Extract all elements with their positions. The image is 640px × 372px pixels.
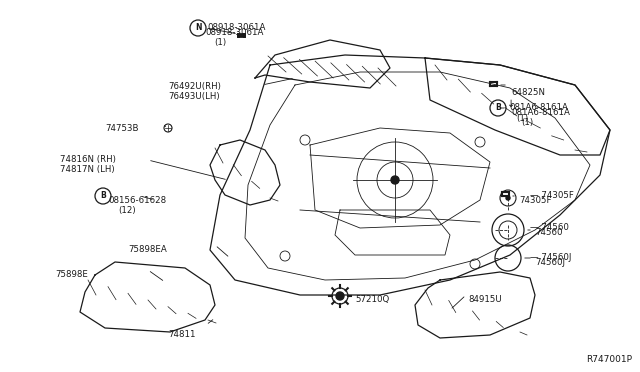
Text: 081A6-8161A: 081A6-8161A xyxy=(509,103,568,112)
Text: 75898E: 75898E xyxy=(55,270,88,279)
Text: 74560J: 74560J xyxy=(535,258,565,267)
Text: 74817N (LH): 74817N (LH) xyxy=(60,165,115,174)
Text: — 74560J: — 74560J xyxy=(530,253,572,263)
Text: 74811: 74811 xyxy=(168,330,195,339)
Circle shape xyxy=(336,292,344,300)
Text: N: N xyxy=(195,23,201,32)
Circle shape xyxy=(506,196,510,200)
Text: — 74305F: — 74305F xyxy=(530,192,574,201)
Text: (1): (1) xyxy=(214,38,226,47)
Text: 08918-3061A: 08918-3061A xyxy=(205,28,264,37)
Text: B: B xyxy=(495,103,501,112)
Text: 74816N (RH): 74816N (RH) xyxy=(60,155,116,164)
Text: 76492U(RH): 76492U(RH) xyxy=(168,82,221,91)
Text: B: B xyxy=(100,192,106,201)
Text: 64825N: 64825N xyxy=(511,88,545,97)
Text: 08918-3061A: 08918-3061A xyxy=(207,23,266,32)
Text: ↓: ↓ xyxy=(507,99,515,109)
Text: — 74560: — 74560 xyxy=(530,224,569,232)
Circle shape xyxy=(391,176,399,184)
Text: 74305F: 74305F xyxy=(519,196,552,205)
Text: 74753B: 74753B xyxy=(105,124,138,133)
Text: 84915U: 84915U xyxy=(468,295,502,304)
Text: 57210Q: 57210Q xyxy=(355,295,389,304)
Text: 76493U(LH): 76493U(LH) xyxy=(168,92,220,101)
Text: 081A6-8161A: 081A6-8161A xyxy=(511,108,570,117)
Text: R747001P: R747001P xyxy=(586,355,632,364)
Text: (1): (1) xyxy=(516,113,528,122)
Text: (12): (12) xyxy=(118,206,136,215)
Text: 08156-61628: 08156-61628 xyxy=(108,196,166,205)
Text: 74560: 74560 xyxy=(535,228,563,237)
Text: (1): (1) xyxy=(521,118,533,127)
Text: 75898EA: 75898EA xyxy=(128,245,167,254)
